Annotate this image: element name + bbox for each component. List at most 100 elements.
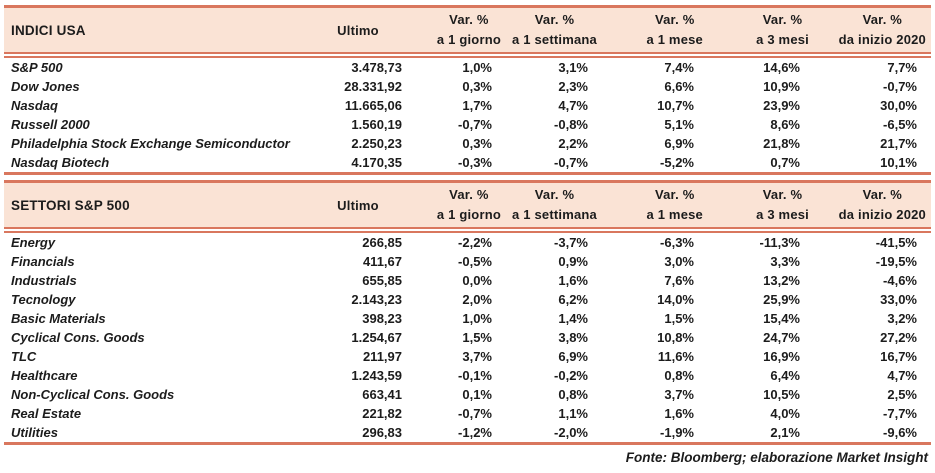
ultimo-value: 1.560,19 <box>351 117 402 132</box>
column-header-var-1-giorno: Var. % a 1 giorno <box>408 181 506 233</box>
indici-usa-table: INDICI USA Ultimo Var. % a 1 giorno Var. … <box>4 5 931 175</box>
var-value: 2,2% <box>558 136 588 151</box>
var-value: 3,3% <box>770 254 800 269</box>
var-value: 0,3% <box>462 79 492 94</box>
table-row: Industrials 655,85 0,0% 1,6% 7,6% 13,2% -4,6% <box>4 271 931 290</box>
var-period: a 1 settimana <box>512 32 597 47</box>
table-row: Philadelphia Stock Exchange Semiconducto… <box>4 134 931 153</box>
column-header-var-1-settimana: Var. % a 1 settimana <box>506 6 602 58</box>
var-value: 6,4% <box>770 368 800 383</box>
table-row: Healthcare 1.243,59 -0,1% -0,2% 0,8% 6,4% 4,7% <box>4 366 931 385</box>
var-value: 16,7% <box>880 349 917 364</box>
var-label: Var. % <box>762 186 803 202</box>
var-value: 13,2% <box>763 273 800 288</box>
var-period: a 3 mesi <box>756 207 809 222</box>
var-value: 4,7% <box>887 368 917 383</box>
var-value: -3,7% <box>554 235 588 250</box>
var-value: -7,7% <box>883 406 917 421</box>
var-value: 23,9% <box>763 98 800 113</box>
ultimo-value: 655,85 <box>362 273 402 288</box>
var-label: Var. % <box>534 11 575 27</box>
var-value: 1,6% <box>558 273 588 288</box>
ultimo-value: 663,41 <box>362 387 402 402</box>
table-row: Dow Jones 28.331,92 0,3% 2,3% 6,6% 10,9% -0,7% <box>4 77 931 96</box>
var-value: 8,6% <box>770 117 800 132</box>
var-value: -41,5% <box>875 235 917 250</box>
var-value: 2,1% <box>770 425 800 440</box>
var-label: Var. % <box>449 186 489 202</box>
var-value: 6,2% <box>558 292 588 307</box>
table-row: Real Estate 221,82 -0,7% 1,1% 1,6% 4,0% -7,7% <box>4 404 931 423</box>
indici-usa-header-row: INDICI USA Ultimo Var. % a 1 giorno Var. … <box>4 6 931 58</box>
row-label: Utilities <box>11 425 58 440</box>
row-label: Tecnology <box>11 292 76 307</box>
row-label: Dow Jones <box>11 79 80 94</box>
var-value: -5,2% <box>660 155 694 170</box>
var-value: 2,3% <box>558 79 588 94</box>
table-title-indici-usa: INDICI USA <box>4 6 308 58</box>
var-value: 10,5% <box>763 387 800 402</box>
var-value: 15,4% <box>763 311 800 326</box>
var-value: -1,2% <box>458 425 492 440</box>
row-label: Basic Materials <box>11 311 106 326</box>
var-value: 3,0% <box>664 254 694 269</box>
var-value: -0,5% <box>458 254 492 269</box>
var-period: a 1 giorno <box>436 32 501 47</box>
ultimo-value: 4.170,35 <box>351 155 402 170</box>
var-value: 1,5% <box>664 311 694 326</box>
column-header-var-3-mesi: Var. % a 3 mesi <box>708 181 814 233</box>
row-label: Philadelphia Stock Exchange Semiconducto… <box>11 136 290 151</box>
var-period: a 1 mese <box>646 207 703 222</box>
column-header-var-1-settimana: Var. % a 1 settimana <box>506 181 602 233</box>
ultimo-value: 296,83 <box>362 425 402 440</box>
var-value: -0,2% <box>554 368 588 383</box>
settori-sp500-header-row: SETTORI S&P 500 Ultimo Var. % a 1 giorno … <box>4 181 931 233</box>
var-value: -0,7% <box>458 406 492 421</box>
var-label: Var. % <box>654 11 695 27</box>
var-value: 27,2% <box>880 330 917 345</box>
var-value: 0,7% <box>770 155 800 170</box>
var-value: 3,7% <box>664 387 694 402</box>
var-value: 7,4% <box>664 60 694 75</box>
ultimo-value: 221,82 <box>362 406 402 421</box>
table-row: Non-Cyclical Cons. Goods 663,41 0,1% 0,8% 3,… <box>4 385 931 404</box>
var-value: -4,6% <box>883 273 917 288</box>
var-value: -0,7% <box>883 79 917 94</box>
table-row: Basic Materials 398,23 1,0% 1,4% 1,5% 15,4% 3,… <box>4 309 931 328</box>
var-value: -0,3% <box>458 155 492 170</box>
var-value: 25,9% <box>763 292 800 307</box>
table-row: S&P 500 3.478,73 1,0% 3,1% 7,4% 14,6% 7,7% <box>4 55 931 77</box>
var-value: 3,8% <box>558 330 588 345</box>
column-header-var-1-mese: Var. % a 1 mese <box>602 181 708 233</box>
row-label: Real Estate <box>11 406 82 421</box>
var-value: 0,0% <box>462 273 492 288</box>
var-value: 2,5% <box>887 387 917 402</box>
var-value: 7,7% <box>887 60 917 75</box>
table-row: Cyclical Cons. Goods 1.254,67 1,5% 3,8% 10,8… <box>4 328 931 347</box>
var-label: Var. % <box>534 186 575 202</box>
var-period: da inizio 2020 <box>838 207 926 222</box>
var-period: da inizio 2020 <box>838 32 926 47</box>
var-value: 24,7% <box>763 330 800 345</box>
var-value: 10,8% <box>657 330 694 345</box>
table-row: Nasdaq 11.665,06 1,7% 4,7% 10,7% 23,9% 30,0% <box>4 96 931 115</box>
ultimo-value: 28.331,92 <box>344 79 402 94</box>
var-value: -9,6% <box>883 425 917 440</box>
var-value: -0,7% <box>554 155 588 170</box>
var-value: -11,3% <box>759 235 800 250</box>
row-label: Financials <box>11 254 75 269</box>
var-value: 21,7% <box>880 136 917 151</box>
var-value: 1,5% <box>462 330 492 345</box>
row-label: Non-Cyclical Cons. Goods <box>11 387 175 402</box>
var-value: -0,8% <box>554 117 588 132</box>
ultimo-value: 398,23 <box>362 311 402 326</box>
var-value: 4,7% <box>558 98 588 113</box>
var-label: Var. % <box>762 11 803 27</box>
var-value: 6,6% <box>664 79 694 94</box>
var-value: 6,9% <box>664 136 694 151</box>
var-value: 3,1% <box>558 60 588 75</box>
var-value: 1,6% <box>664 406 694 421</box>
settori-sp500-table: SETTORI S&P 500 Ultimo Var. % a 1 giorno … <box>4 180 931 445</box>
table-title-settori-sp500: SETTORI S&P 500 <box>4 181 308 233</box>
